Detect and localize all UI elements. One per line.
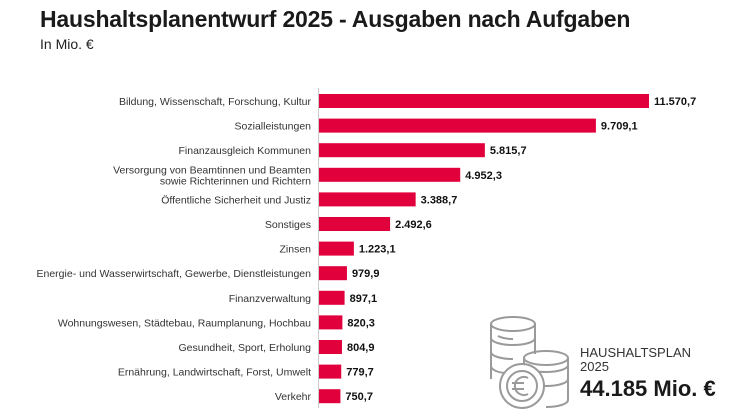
- data-label: 11.570,7: [654, 96, 696, 108]
- bar: [319, 118, 596, 133]
- summary-year: 2025: [580, 359, 609, 374]
- bar: [319, 364, 342, 379]
- bar: [319, 340, 342, 354]
- category-label: Ernährung, Landwirtschaft, Forst, Umwelt: [118, 367, 311, 379]
- category-label: Verkehr: [275, 391, 312, 403]
- bar: [319, 167, 461, 182]
- category-label: Finanzverwaltung: [229, 293, 311, 305]
- coin-stack-euro-icon: [490, 316, 569, 409]
- data-label: 5.815,7: [490, 145, 527, 157]
- category-label: Zinsen: [279, 244, 311, 256]
- category-label: Sonstiges: [265, 219, 311, 231]
- data-label: 3.388,7: [421, 194, 458, 206]
- total-summary: HAUSHALTSPLAN 2025 44.185 Mio. €: [580, 346, 716, 402]
- data-label: 779,7: [346, 367, 374, 379]
- data-label: 9.709,1: [601, 121, 638, 133]
- category-label: Wohnungswesen, Städtebau, Raumplanung, H…: [58, 317, 311, 329]
- data-label: 979,9: [352, 268, 380, 280]
- data-label: 750,7: [345, 391, 373, 403]
- data-label: 2.492,6: [395, 219, 432, 231]
- bar: [319, 192, 416, 207]
- category-label: Versorgung von Beamtinnen und Beamten sow…: [113, 164, 311, 187]
- bar: [319, 94, 649, 108]
- bar: [319, 266, 347, 281]
- summary-total: 44.185 Mio. €: [580, 376, 716, 401]
- summary-label: HAUSHALTSPLAN: [580, 345, 692, 360]
- bar: [319, 315, 343, 330]
- category-label: Finanzausgleich Kommunen: [179, 145, 312, 157]
- category-label: Energie- und Wasserwirtschaft, Gewerbe, …: [37, 268, 312, 280]
- category-label: Öffentliche Sicherheit und Justiz: [161, 194, 311, 206]
- chart-title: Haushaltsplanentwurf 2025 - Ausgaben nac…: [40, 6, 631, 32]
- data-label: 804,9: [347, 342, 375, 354]
- data-label: 1.223,1: [359, 244, 396, 256]
- category-label: Gesundheit, Sport, Erholung: [178, 342, 311, 354]
- bar: [319, 241, 354, 256]
- bar: [319, 389, 341, 404]
- bar: [319, 143, 485, 158]
- bar: [319, 290, 345, 305]
- chart-subtitle: In Mio. €: [40, 36, 94, 52]
- category-label: Bildung, Wissenschaft, Forschung, Kultur: [119, 96, 312, 108]
- data-label: 820,3: [347, 317, 375, 329]
- category-label: Sozialleistungen: [235, 121, 312, 133]
- bar: [319, 217, 391, 231]
- data-label: 4.952,3: [465, 170, 502, 182]
- data-label: 897,1: [350, 293, 378, 305]
